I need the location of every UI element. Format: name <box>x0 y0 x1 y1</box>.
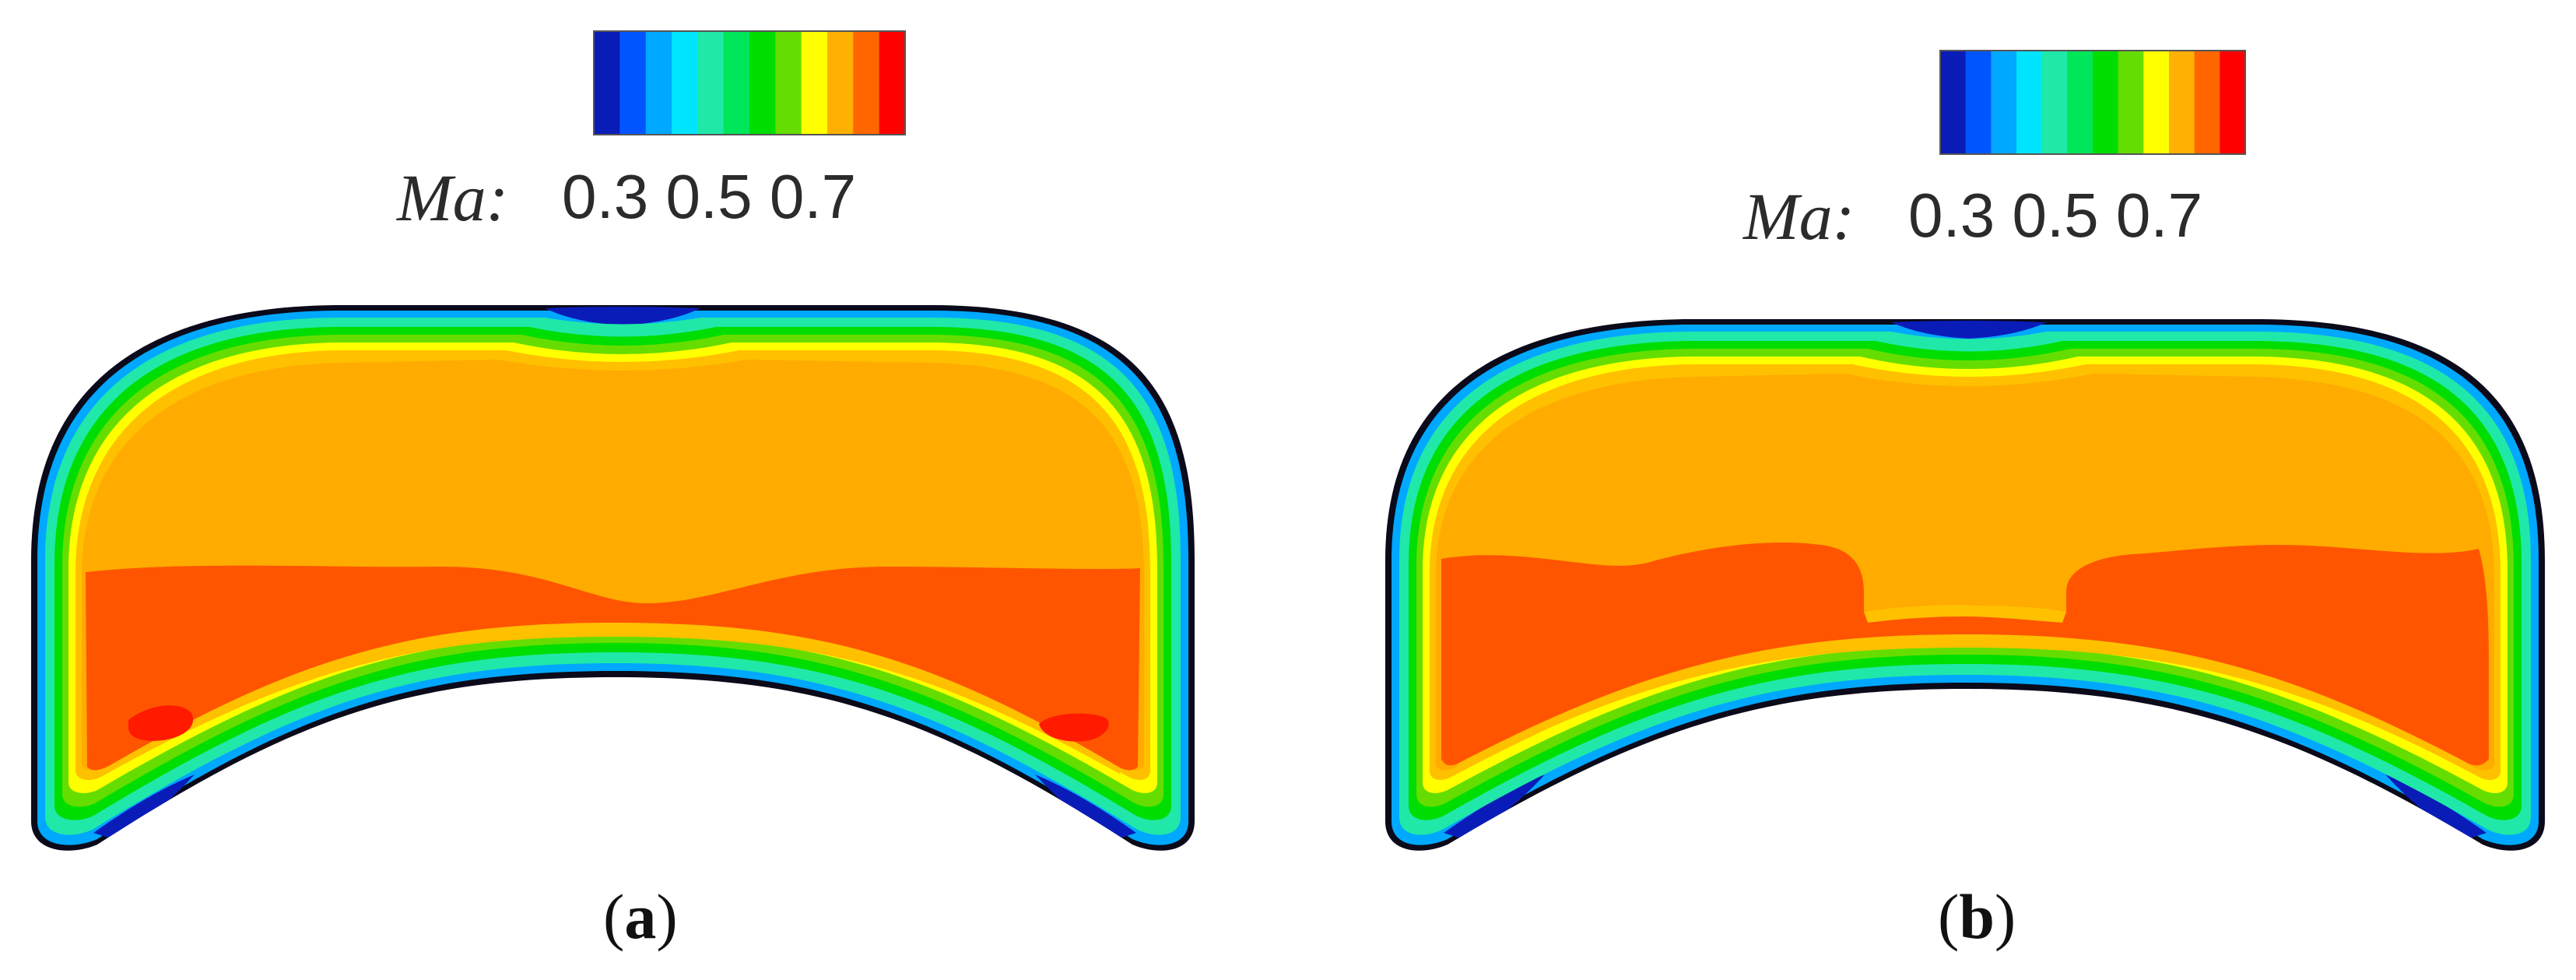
colorbar-swatch-b-0 <box>1940 51 1967 154</box>
blue-corner-right-a <box>1035 775 1136 839</box>
colorbar-swatch-b-8 <box>2143 51 2170 154</box>
colorbar-swatch-b-4 <box>2041 51 2068 154</box>
colorbar-swatch-b-10 <box>2194 51 2220 154</box>
caption-a: (a) <box>603 881 678 952</box>
red-spot-right-a <box>1039 713 1109 742</box>
colorbar-swatch-b-7 <box>2118 51 2144 154</box>
legend-b: Ma: 0.3 0.5 0.7 <box>1742 50 2246 254</box>
orange-core-b <box>1436 374 2494 771</box>
colorbar-swatch-a-7 <box>775 31 802 135</box>
colorbar-swatch-a-0 <box>594 31 620 135</box>
colorbar-swatch-b-1 <box>1965 51 1992 154</box>
colorbar-swatch-a-11 <box>879 31 906 135</box>
colorbar-swatch-b-11 <box>2220 51 2246 154</box>
contour-b <box>1385 319 2545 851</box>
panel-a: Ma: 0.3 0.5 0.7 <box>31 30 1195 952</box>
blue-top-b <box>1891 321 2047 339</box>
red-orange-core-b <box>1441 542 2489 766</box>
colorbar-frame-a <box>593 30 906 135</box>
colorbar-swatch-a-4 <box>697 31 725 135</box>
colorbar-swatch-a-9 <box>827 31 854 135</box>
colorbar-swatch-a-1 <box>619 31 647 135</box>
ma-label-b: Ma: <box>1742 179 1855 254</box>
colorbar-swatch-b-3 <box>2016 51 2043 154</box>
center-orange-patch-b <box>1864 604 2066 623</box>
legend-a: Ma: 0.3 0.5 0.7 <box>395 30 906 235</box>
blue-top-a <box>545 307 700 325</box>
orange-core-a <box>82 360 1144 771</box>
colorbar-swatch-b-2 <box>1991 51 2017 154</box>
colorbar-swatch-a-2 <box>645 31 672 135</box>
contour-a <box>31 305 1195 851</box>
ma-ticks-a: 0.3 0.5 0.7 <box>562 162 856 231</box>
colorbar-swatch-a-5 <box>723 31 750 135</box>
colorbar-swatch-b-9 <box>2169 51 2195 154</box>
colorbar-swatch-a-6 <box>749 31 776 135</box>
colorbar-swatch-b-6 <box>2093 51 2119 154</box>
caption-b: (b) <box>1938 881 2016 952</box>
colorbar-frame-b <box>1939 50 2246 155</box>
red-spot-left-a <box>128 705 194 741</box>
ma-ticks-b: 0.3 0.5 0.7 <box>1908 181 2202 250</box>
colorbar-b <box>1940 51 2246 154</box>
panel-b: Ma: 0.3 0.5 0.7 (b) <box>1385 50 2545 952</box>
ma-label-a: Ma: <box>395 160 508 235</box>
colorbar-swatch-a-8 <box>801 31 828 135</box>
red-orange-core-a <box>86 565 1140 771</box>
blue-corner-left-a <box>93 775 195 839</box>
colorbar-swatch-a-10 <box>853 31 880 135</box>
colorbar-a <box>594 31 906 135</box>
blue-corner-right-b <box>2385 775 2487 839</box>
colorbar-swatch-a-3 <box>672 31 698 135</box>
colorbar-swatch-b-5 <box>2067 51 2093 154</box>
blue-corner-left-b <box>1444 775 1545 839</box>
inner-yellow-strip-a <box>105 623 1121 775</box>
inner-yellow-strip-b <box>1455 634 2471 772</box>
